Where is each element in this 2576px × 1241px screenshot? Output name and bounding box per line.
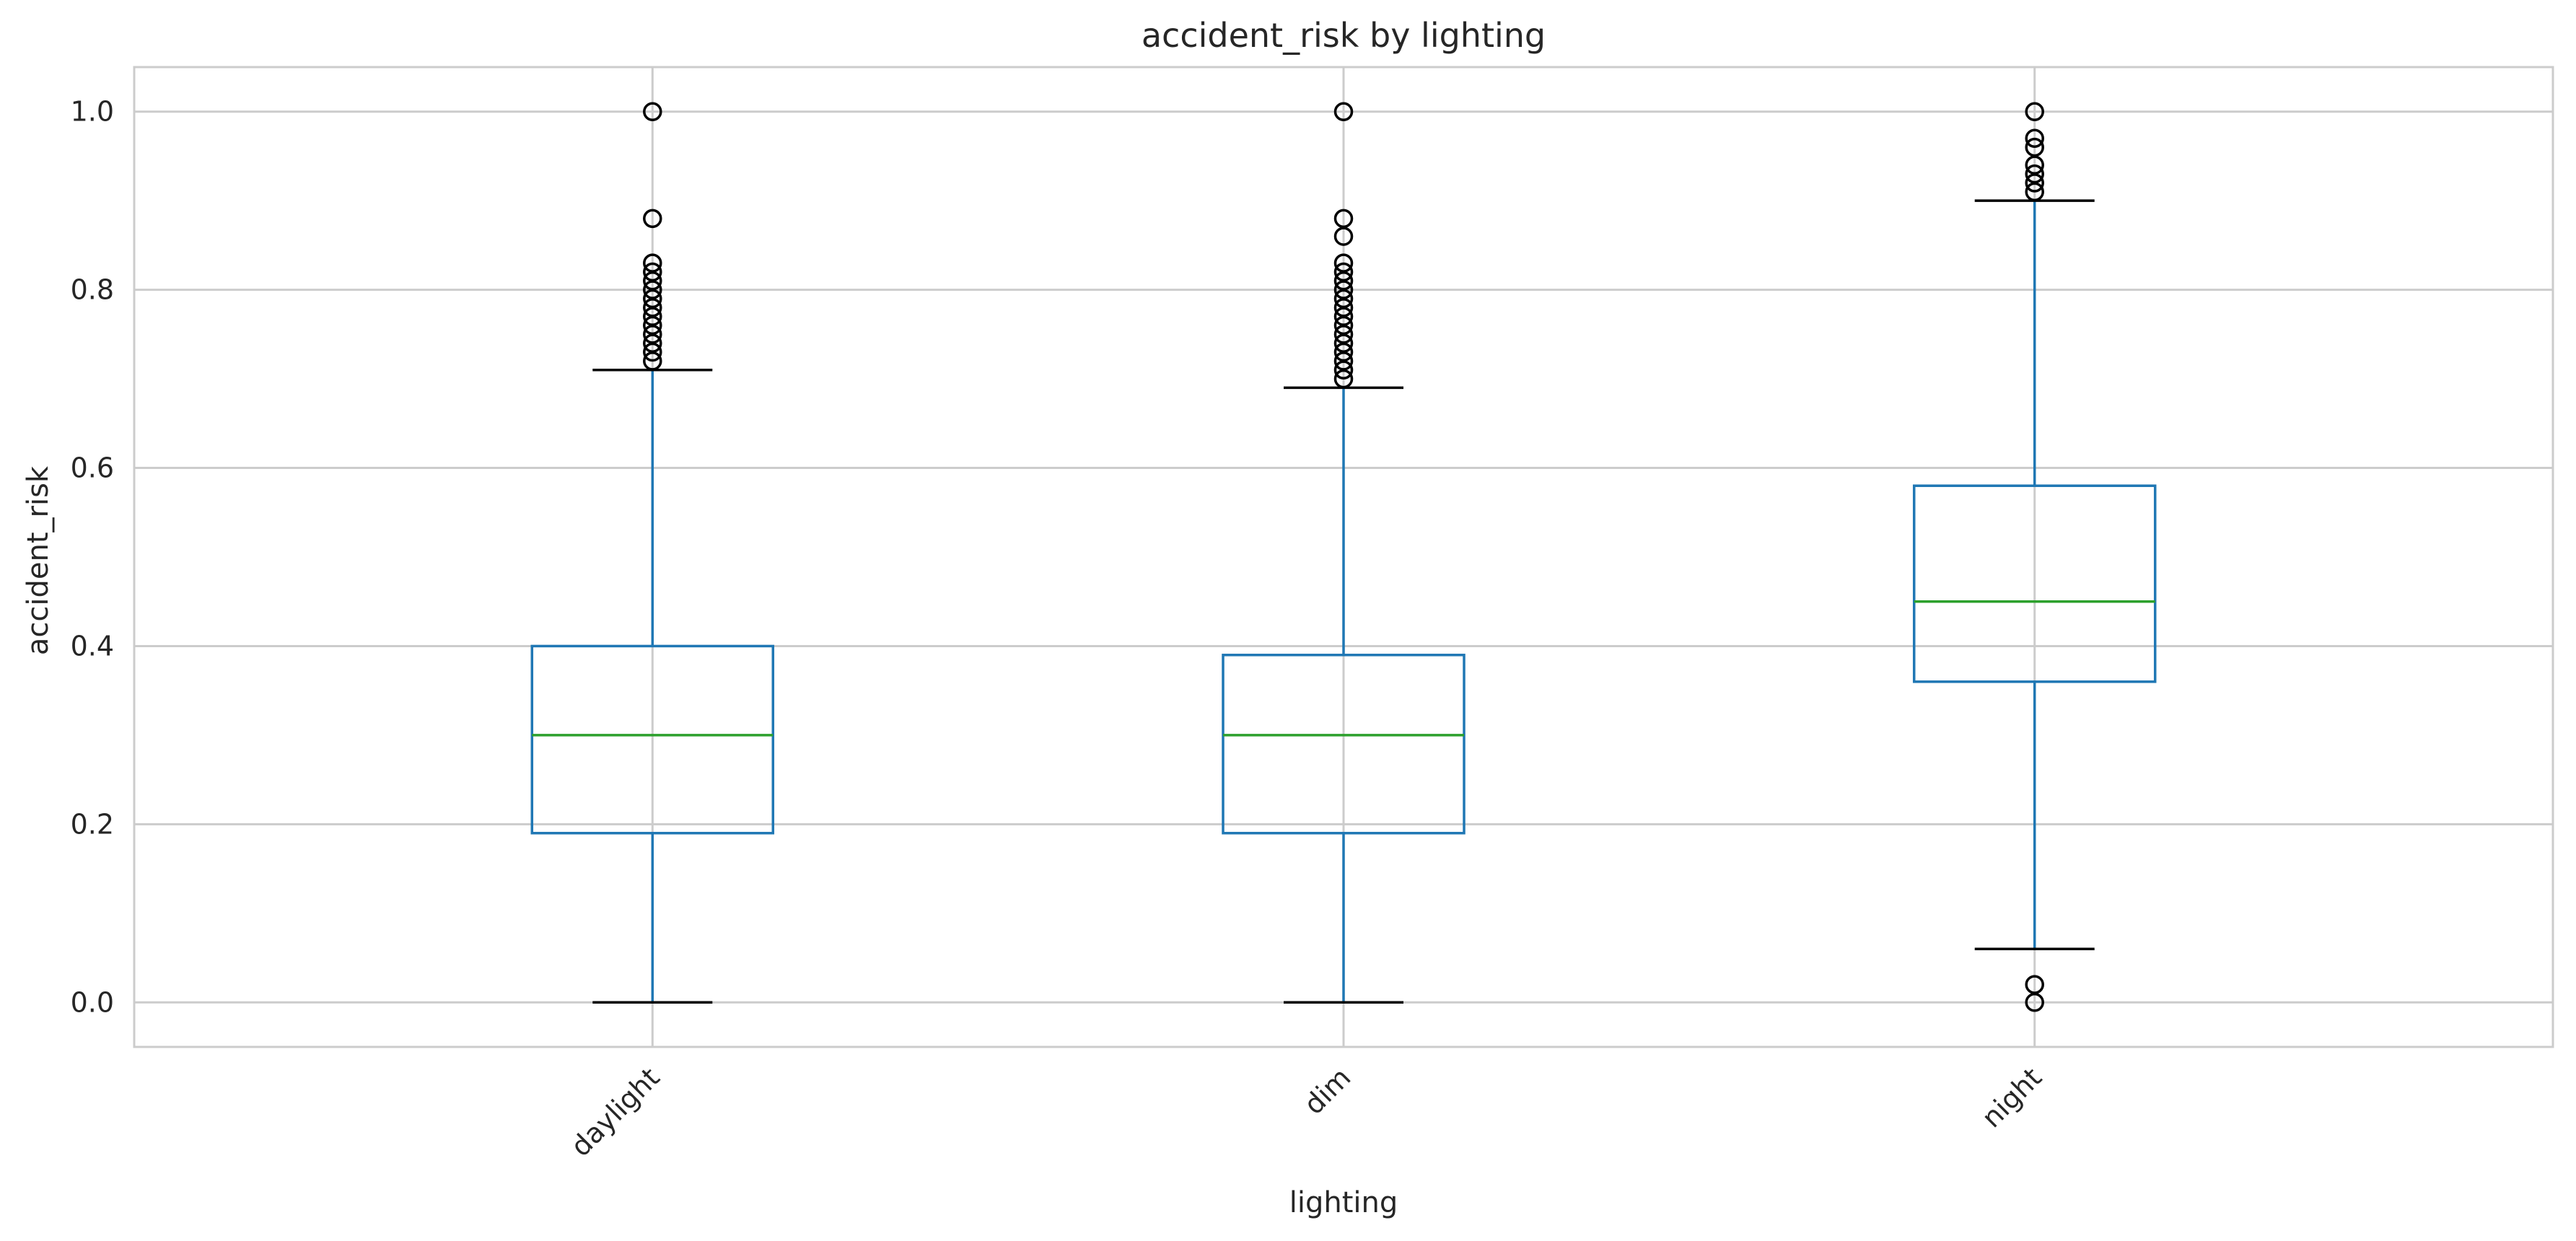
outlier-point bbox=[2025, 128, 2044, 149]
outlier-point bbox=[643, 262, 662, 282]
outlier-point bbox=[643, 253, 662, 273]
box-series bbox=[530, 102, 2157, 1012]
iqr-box bbox=[1912, 484, 2157, 683]
outlier-point bbox=[643, 102, 662, 121]
plot-frame bbox=[133, 66, 2554, 1048]
outlier-point bbox=[2025, 164, 2044, 184]
outlier-point bbox=[1333, 253, 1354, 273]
y-axis-label: accident_risk bbox=[22, 465, 55, 655]
y-tick-label: 0.4 bbox=[71, 630, 114, 662]
box-daylight bbox=[530, 102, 775, 1004]
y-tick-label: 0.0 bbox=[71, 986, 114, 1018]
y-tick-label: 0.8 bbox=[71, 274, 114, 306]
box-dim bbox=[1222, 102, 1466, 1004]
outlier-point bbox=[2025, 975, 2044, 994]
box-night bbox=[1912, 102, 2157, 1012]
y-tick-label: 1.0 bbox=[71, 96, 114, 128]
outlier-point bbox=[2025, 102, 2044, 121]
y-tick-label: 0.6 bbox=[71, 452, 114, 484]
outlier-point bbox=[643, 209, 662, 229]
outlier-point bbox=[1333, 262, 1354, 282]
outlier-point bbox=[1333, 102, 1354, 121]
y-tick-label: 0.2 bbox=[71, 808, 114, 840]
iqr-box bbox=[530, 644, 775, 835]
outlier-point bbox=[1333, 209, 1354, 229]
x-axis-label: lighting bbox=[1289, 1186, 1398, 1219]
iqr-box bbox=[1222, 654, 1466, 835]
chart-title: accident_risk by lighting bbox=[1142, 16, 1546, 55]
outlier-point bbox=[2025, 137, 2044, 157]
